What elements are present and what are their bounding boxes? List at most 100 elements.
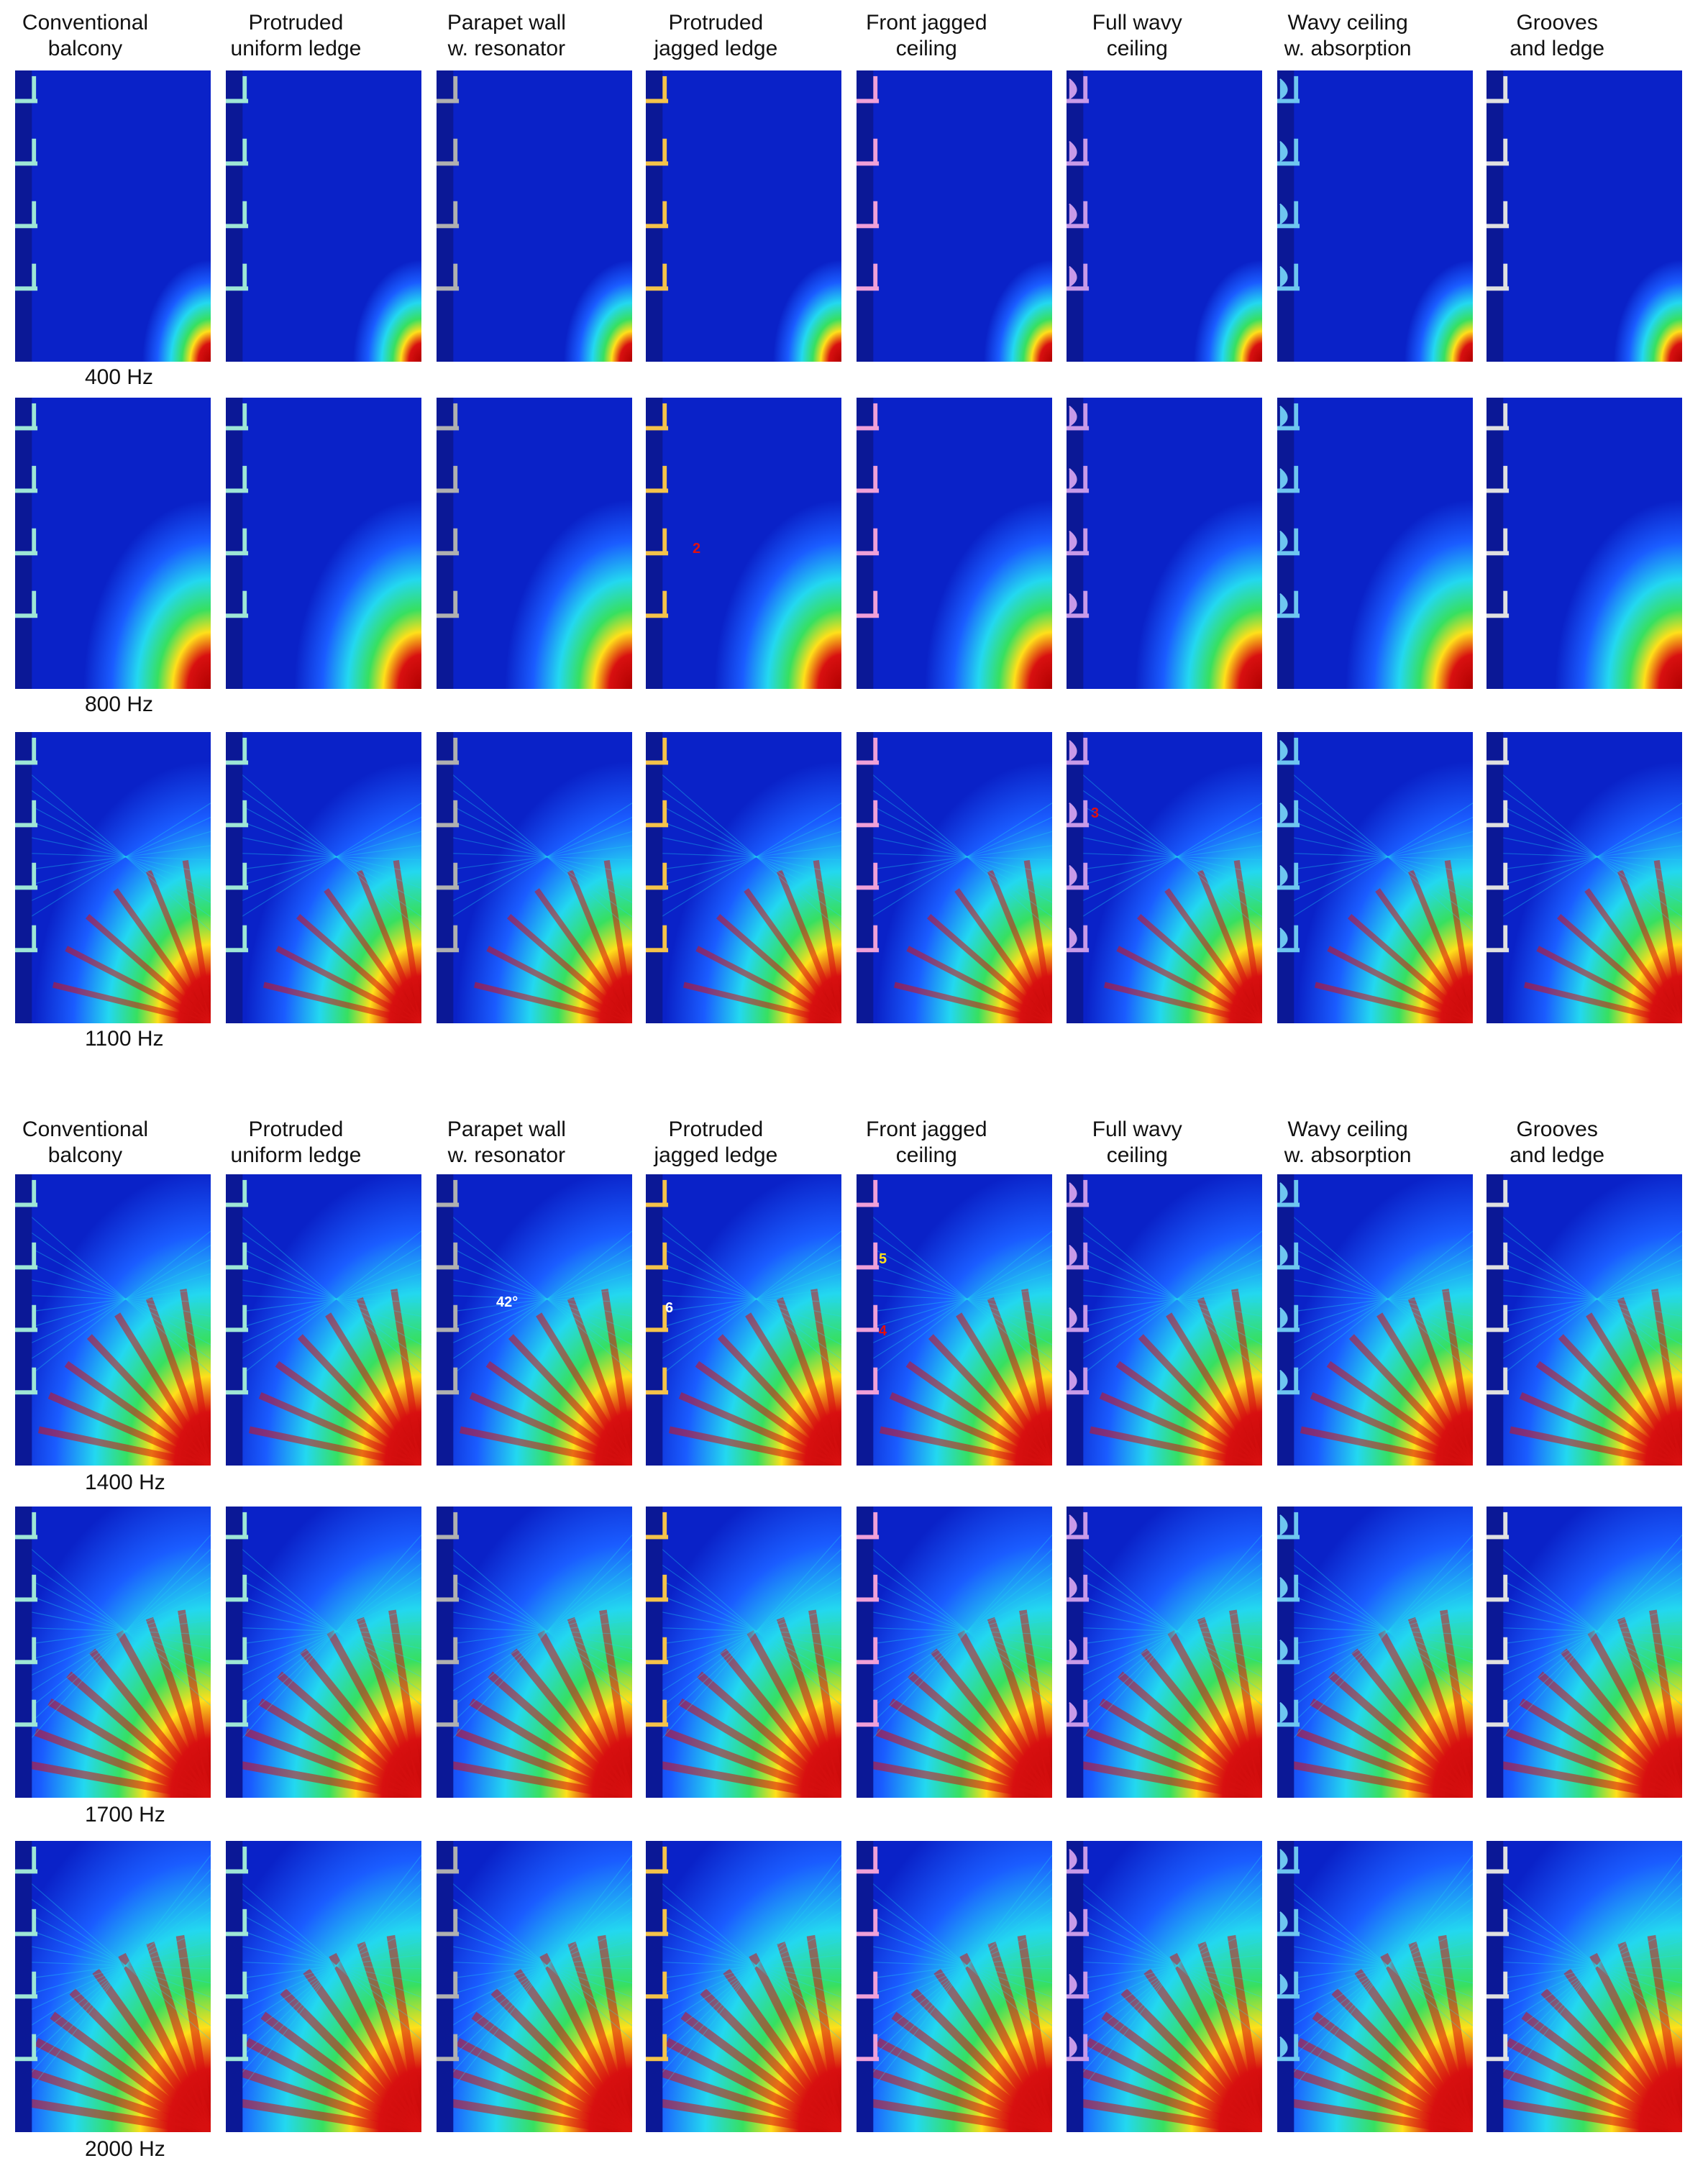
- wave-stripe: [226, 778, 421, 918]
- interference-lobe: [1586, 1312, 1682, 1466]
- wave-stripe: [15, 1202, 211, 1374]
- interference-lobe: [906, 946, 1052, 1023]
- rear-wall: [1486, 398, 1504, 689]
- balcony-profile: [1486, 1699, 1510, 1727]
- wave-stripe: [1277, 1897, 1473, 2054]
- balcony-profile: [646, 403, 669, 431]
- interference-lobe: [678, 1698, 841, 1798]
- simulation-panel: [1067, 1507, 1262, 1798]
- interference-lobe: [810, 1289, 841, 1466]
- interference-lobe: [567, 1617, 632, 1798]
- wave-stripe: [15, 1535, 211, 1757]
- wave-stripe: [226, 852, 421, 861]
- interference-lobe: [86, 1334, 211, 1466]
- wave-stripe: [1277, 1591, 1473, 1683]
- wave-stripe: [226, 1961, 421, 1970]
- wave-stripe: [226, 1571, 421, 1678]
- balcony-profile: [646, 1971, 669, 1999]
- interference-lobe: [1509, 1426, 1682, 1466]
- interference-lobe: [749, 1952, 841, 2132]
- sound-pressure-map: [437, 70, 632, 362]
- wave-stripe: [15, 1230, 211, 1388]
- sound-pressure-map: [15, 1841, 211, 2132]
- interference-lobe: [488, 1671, 632, 1798]
- interference-lobe: [508, 1334, 632, 1466]
- balcony-profile: [1067, 1699, 1090, 1727]
- interference-lobe: [654, 2066, 841, 2132]
- wave-stripe: [857, 1924, 1052, 1998]
- wave-stripe: [1277, 778, 1473, 918]
- interference-lobe: [1380, 1952, 1473, 2132]
- balcony-profile: [1067, 1367, 1090, 1395]
- wave-stripe: [1486, 833, 1682, 875]
- simulation-panel: [646, 732, 841, 1023]
- wave-stripe: [1486, 1954, 1682, 1981]
- sound-pressure-map: [437, 1174, 632, 1466]
- sound-pressure-map: [1486, 1174, 1682, 1466]
- wave-stripe: [437, 1220, 632, 1360]
- interference-lobe: [987, 1617, 1052, 1798]
- interference-lobe: [324, 888, 421, 1023]
- wave-stripe: [646, 1855, 841, 2110]
- simulation-panel: [1486, 1174, 1682, 1466]
- wave-stripe: [15, 1869, 211, 2041]
- balcony-profile: [226, 1304, 249, 1332]
- rear-wall: [646, 732, 663, 1023]
- wave-stripe: [15, 1287, 211, 1315]
- wave-stripe: [1067, 1239, 1262, 1345]
- interference-lobe: [926, 914, 1052, 1023]
- wave-stripe: [1277, 1942, 1473, 1984]
- wave-stripe: [857, 1627, 1052, 1635]
- balcony-profile: [857, 1367, 880, 1395]
- interference-lobe: [695, 1361, 841, 1466]
- wave-stripe: [1067, 1605, 1262, 1665]
- interference-lobe: [118, 1952, 211, 2132]
- balcony-profile: [1067, 528, 1090, 556]
- wave-stripe: [437, 1591, 632, 1683]
- simulation-panel: [1277, 70, 1473, 362]
- interference-lobe: [597, 1934, 632, 2132]
- wave-stripe: [1486, 1276, 1682, 1317]
- interference-lobe: [1116, 946, 1262, 1023]
- balcony-profile: [437, 1512, 460, 1540]
- wave-stripe: [437, 1245, 632, 1370]
- interference-lobe: [910, 1988, 1052, 2132]
- wave-stripe: [1067, 1294, 1262, 1303]
- column-header: Protruded jagged ledge: [654, 1117, 778, 1167]
- interference-lobe: [260, 2011, 421, 2132]
- interference-lobe: [1115, 1361, 1262, 1466]
- interference-lobe: [1376, 1312, 1473, 1466]
- wave-stripe: [437, 833, 632, 875]
- wave-stripe: [15, 1954, 211, 1981]
- interference-lobe: [1540, 1988, 1682, 2132]
- wave-stripe: [226, 833, 421, 875]
- wave-stripe: [646, 1287, 841, 1315]
- interference-lobe: [1141, 1648, 1262, 1798]
- wave-stripe: [1486, 1273, 1682, 1332]
- balcony-profile: [646, 1574, 669, 1602]
- balcony-profile: [226, 862, 249, 890]
- wave-stripe: [226, 1608, 421, 1650]
- wave-stripe: [1486, 1924, 1682, 1998]
- wave-stripe: [1486, 1577, 1682, 1702]
- wave-stripe: [1486, 803, 1682, 928]
- rear-wall: [437, 1841, 454, 2132]
- wave-stripe: [1486, 1869, 1682, 2041]
- wave-stripe: [857, 1869, 1052, 2041]
- interference-lobe: [1617, 1617, 1682, 1798]
- interference-lobe: [1407, 1617, 1473, 1798]
- rear-wall: [857, 398, 874, 689]
- wave-stripe: [226, 1239, 421, 1345]
- interference-lobe: [599, 1609, 632, 1798]
- wave-stripe: [857, 797, 1052, 903]
- interference-lobe: [145, 1617, 211, 1798]
- wave-stripe: [226, 831, 421, 890]
- interference-lobe: [665, 1728, 841, 1798]
- wave-stripe: [1067, 1258, 1262, 1351]
- interference-lobe: [356, 869, 421, 1023]
- balcony-profile: [1067, 800, 1090, 828]
- column-header: Grooves and ledge: [1510, 1117, 1605, 1167]
- balcony-profile: [226, 1574, 249, 1602]
- wave-stripe: [15, 1220, 211, 1360]
- balcony-profile: [1067, 201, 1090, 229]
